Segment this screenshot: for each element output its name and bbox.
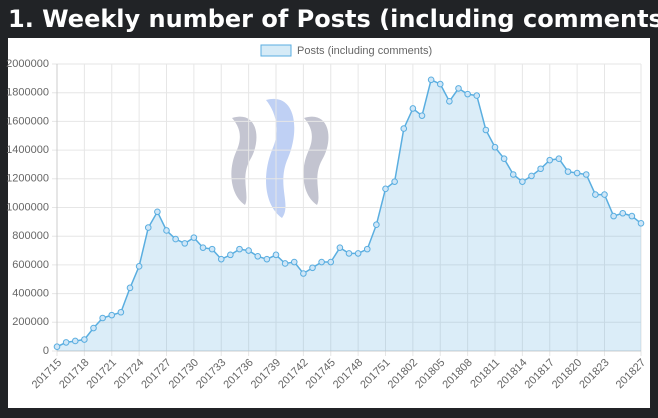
point: [628, 212, 636, 220]
point: [53, 343, 61, 350]
point: [245, 247, 252, 254]
y-tick-label: 1000000: [6, 201, 49, 213]
point: [345, 250, 353, 257]
point: [491, 143, 499, 151]
point: [154, 208, 161, 216]
point: [509, 171, 517, 178]
point: [528, 172, 535, 180]
point: [144, 224, 152, 231]
point: [199, 244, 207, 251]
point: [391, 178, 398, 185]
point: [619, 209, 627, 217]
point: [99, 314, 106, 322]
point: [327, 258, 335, 266]
y-tick-label: 1600000: [6, 115, 49, 127]
point: [126, 284, 134, 292]
y-tick-label: 1400000: [6, 144, 49, 156]
legend-swatch: [260, 44, 292, 57]
point: [236, 245, 243, 253]
point: [573, 169, 581, 177]
point: [464, 90, 471, 98]
point: [373, 221, 380, 229]
point: [637, 219, 645, 227]
point: [71, 337, 79, 345]
point: [610, 212, 617, 220]
point: [537, 165, 544, 173]
y-tick-label: 600000: [12, 259, 49, 271]
point: [519, 178, 526, 185]
point: [309, 264, 316, 272]
point: [181, 240, 189, 247]
y-tick-label: 400000: [12, 288, 49, 300]
chart-title: 1. Weekly number of Posts (including com…: [8, 5, 658, 33]
y-tick-label: 1800000: [6, 87, 49, 99]
point: [81, 336, 88, 343]
point: [217, 255, 225, 263]
point: [592, 191, 599, 198]
point: [163, 227, 170, 234]
point: [382, 185, 389, 193]
point: [281, 260, 289, 267]
point: [90, 324, 97, 332]
point: [400, 125, 408, 132]
point: [135, 263, 143, 270]
point: [117, 308, 125, 316]
point: [473, 92, 481, 99]
point: [482, 126, 490, 134]
y-tick-label: 1200000: [6, 173, 49, 185]
point: [172, 235, 179, 243]
point: [546, 156, 554, 164]
point: [418, 112, 426, 119]
point: [363, 245, 371, 253]
watermark-logo: [231, 98, 329, 218]
point: [290, 258, 298, 266]
point: [564, 168, 572, 175]
point: [272, 251, 280, 259]
point: [446, 98, 453, 105]
point: [263, 255, 271, 263]
y-tick-label: 2000000: [6, 58, 49, 70]
y-tick-label: 0: [43, 345, 49, 357]
point: [427, 76, 435, 84]
point: [300, 270, 307, 277]
point: [409, 105, 417, 112]
point: [190, 234, 198, 241]
point: [254, 252, 262, 260]
point: [500, 155, 508, 163]
chart-panel: [8, 38, 650, 408]
point: [354, 250, 362, 257]
y-tick-label: 200000: [12, 316, 49, 328]
point: [436, 80, 444, 88]
point: [555, 155, 563, 163]
point: [336, 244, 344, 251]
point: [455, 85, 462, 92]
point: [582, 171, 590, 178]
point: [318, 258, 325, 266]
legend-label: Posts (including comments): [297, 45, 432, 57]
point: [208, 245, 216, 253]
y-tick-label: 800000: [12, 230, 49, 242]
point: [601, 191, 608, 198]
point: [108, 311, 116, 319]
point: [62, 339, 70, 346]
point: [227, 251, 234, 259]
